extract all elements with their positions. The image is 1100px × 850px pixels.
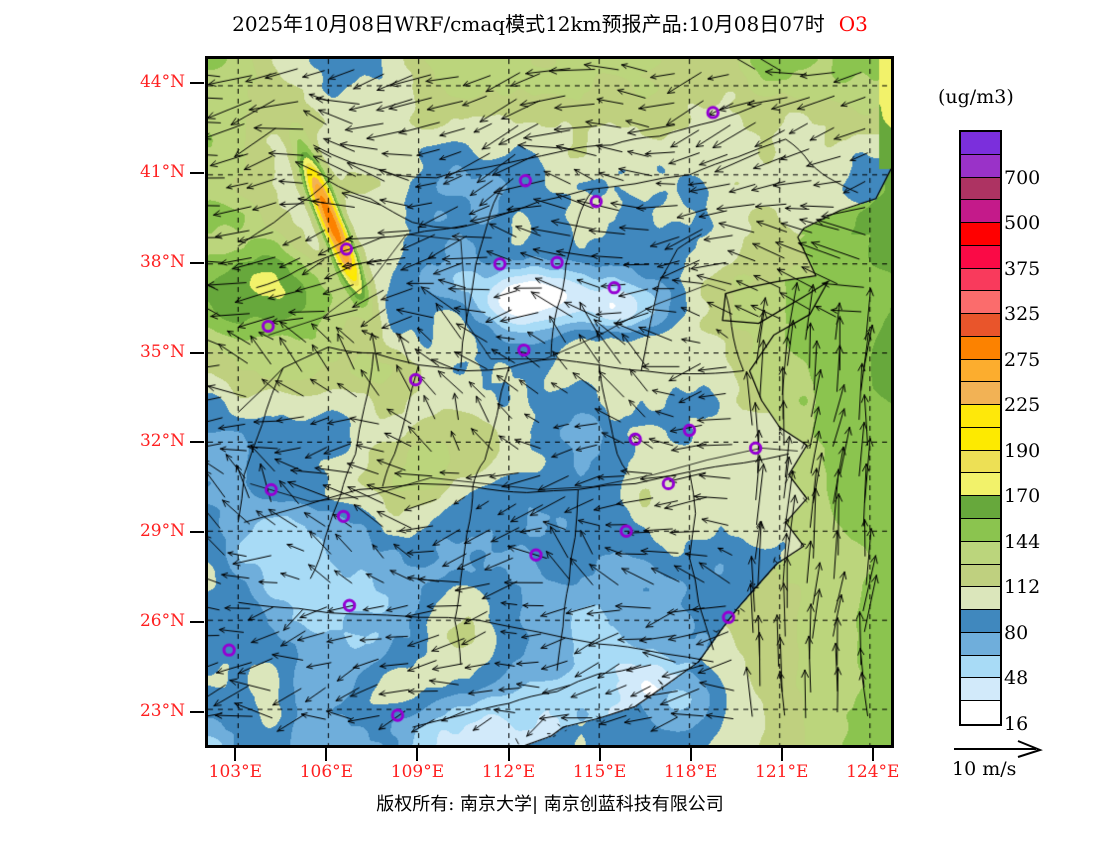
colorbar-band [961, 132, 1000, 155]
page-title: 2025年10月08日WRF/cmaq模式12km预报产品:10月08日07时 O… [0, 8, 1100, 37]
lat-tick-mark [190, 261, 204, 264]
lat-tick-label: 29°N [139, 521, 185, 542]
wind-arrow-icon [954, 740, 1043, 758]
title-species-label: O3 [838, 12, 868, 36]
colorbar-band [961, 678, 1000, 702]
colorbar-band [961, 496, 1000, 520]
colorbar-band [961, 359, 1000, 383]
lon-tick-label: 109°E [390, 762, 445, 782]
lon-tick-mark [780, 748, 783, 761]
colorbar[interactable] [959, 130, 1002, 726]
lon-tick-label: 103°E [208, 762, 263, 782]
title-main-text: 2025年10月08日WRF/cmaq模式12km预报产品:10月08日07时 [232, 12, 825, 36]
lon-tick-mark [507, 748, 510, 761]
lat-tick-mark [190, 81, 204, 84]
forecast-map[interactable] [205, 56, 894, 748]
lon-tick-mark [598, 748, 601, 761]
colorbar-band [961, 382, 1000, 406]
colorbar-band [961, 200, 1000, 224]
lon-tick-label: 112°E [481, 762, 536, 782]
map-raster-canvas [208, 59, 891, 745]
colorbar-tick-label: 500 [1004, 212, 1041, 235]
colorbar-band [961, 701, 1000, 724]
lon-tick-label: 106°E [299, 762, 354, 782]
colorbar-tick-label: 375 [1004, 257, 1041, 280]
colorbar-band [961, 450, 1000, 474]
colorbar-unit-label: (ug/m3) [938, 86, 1014, 108]
colorbar-band [961, 405, 1000, 428]
colorbar-tick-label: 80 [1004, 621, 1029, 644]
colorbar-band [961, 541, 1000, 565]
colorbar-band [961, 610, 1000, 633]
lat-tick-mark [190, 441, 204, 444]
colorbar-tick-label: 225 [1004, 394, 1041, 417]
lat-tick-mark [190, 351, 204, 354]
colorbar-band [961, 291, 1000, 315]
lat-tick-mark [190, 531, 204, 534]
lon-tick-mark [871, 748, 874, 761]
colorbar-tick-label: 700 [1004, 166, 1041, 189]
colorbar-band [961, 655, 1000, 679]
lat-tick-mark [190, 621, 204, 624]
wind-scale-legend: 10 m/s [952, 740, 1092, 780]
colorbar-band [961, 336, 1000, 360]
lat-tick-label: 35°N [139, 341, 185, 362]
colorbar-tick-label: 275 [1004, 348, 1041, 371]
lon-tick-label: 115°E [572, 762, 627, 782]
lat-tick-mark [190, 711, 204, 714]
wind-scale-label: 10 m/s [952, 758, 1017, 780]
colorbar-band [961, 473, 1000, 497]
colorbar-band [961, 314, 1000, 337]
colorbar-tick-label: 170 [1004, 485, 1041, 508]
colorbar-band [961, 519, 1000, 542]
colorbar-tick-label: 16 [1004, 713, 1029, 735]
colorbar-band [961, 587, 1000, 611]
colorbar-band [961, 154, 1000, 178]
copyright-text: 版权所有: 南京大学| 南京创蓝科技有限公司 [376, 794, 724, 815]
lat-tick-label: 41°N [139, 161, 185, 182]
lon-tick-mark [234, 748, 237, 761]
colorbar-tick-label: 144 [1004, 530, 1041, 553]
lat-tick-label: 38°N [139, 251, 185, 272]
colorbar-band [961, 177, 1000, 201]
lon-tick-mark [416, 748, 419, 761]
colorbar-band [961, 632, 1000, 656]
lat-tick-label: 23°N [139, 701, 185, 722]
lon-tick-mark [325, 748, 328, 761]
colorbar-band [961, 245, 1000, 269]
lon-tick-label: 124°E [846, 762, 900, 782]
colorbar-tick-label: 48 [1004, 667, 1029, 690]
colorbar-band [961, 223, 1000, 246]
lat-tick-label: 26°N [139, 611, 185, 632]
copyright-footer: 版权所有: 南京大学| 南京创蓝科技有限公司 [0, 790, 1100, 816]
colorbar-tick-label: 325 [1004, 303, 1041, 326]
lon-tick-label: 118°E [663, 762, 718, 782]
colorbar-band [961, 268, 1000, 292]
lon-tick-mark [689, 748, 692, 761]
lat-tick-mark [190, 171, 204, 174]
lon-tick-label: 121°E [755, 762, 809, 782]
lat-tick-label: 32°N [139, 431, 185, 452]
colorbar-band [961, 427, 1000, 451]
colorbar-tick-label: 190 [1004, 439, 1041, 462]
colorbar-tick-label: 112 [1004, 576, 1041, 599]
lat-tick-label: 44°N [139, 71, 185, 92]
colorbar-band [961, 564, 1000, 588]
